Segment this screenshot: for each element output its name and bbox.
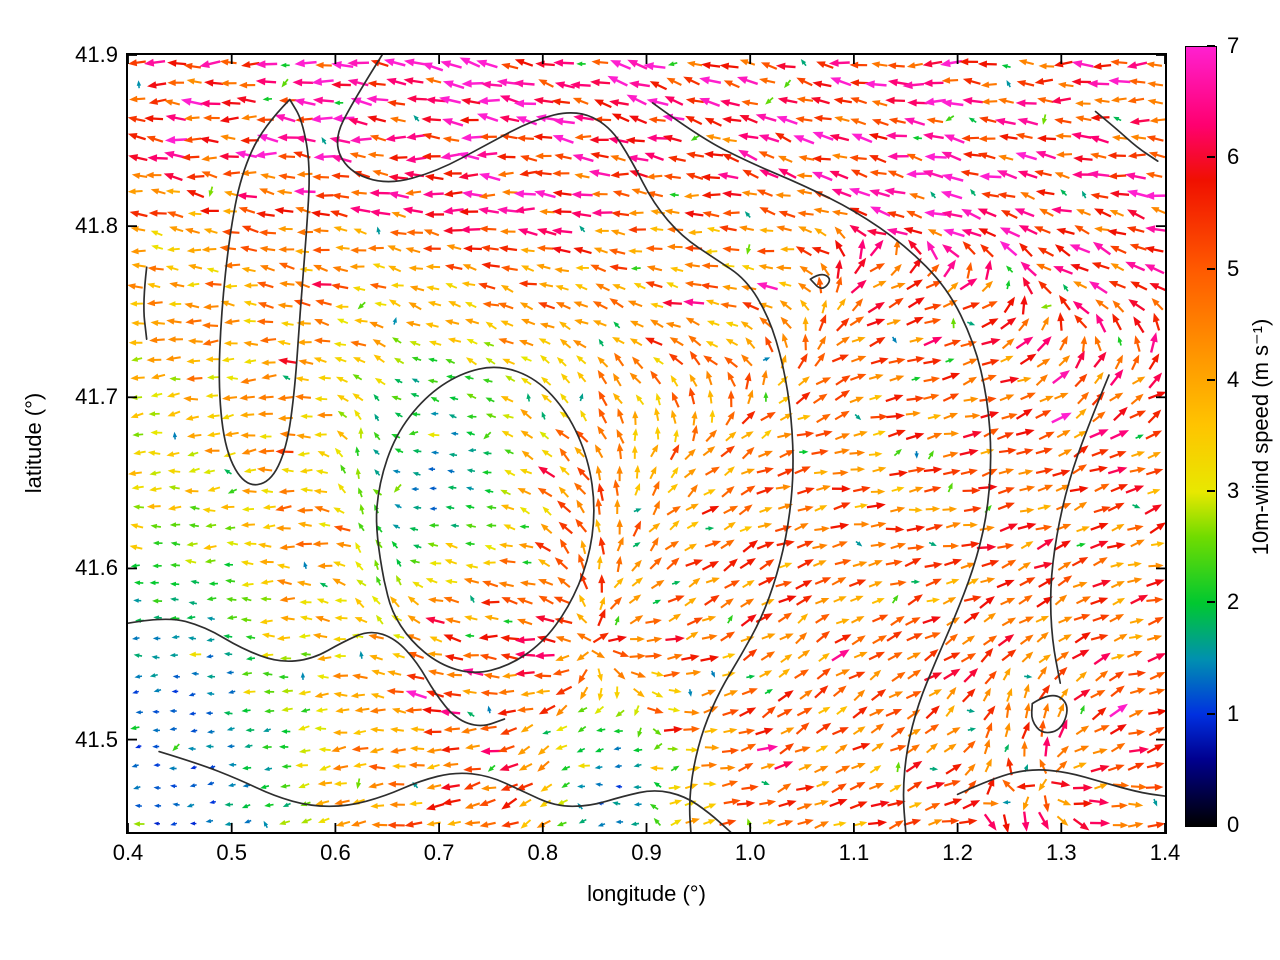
colorbar-gradient xyxy=(1186,47,1216,826)
y-tick-label: 41.8 xyxy=(75,213,118,239)
wind-vector-field-canvas xyxy=(128,55,1165,832)
y-tick-label: 41.7 xyxy=(75,384,118,410)
x-tick-label: 0.4 xyxy=(112,840,144,865)
y-tick-label: 41.5 xyxy=(75,726,118,752)
x-tick-label: 0.7 xyxy=(423,840,455,865)
colorbar-tick-label: 2 xyxy=(1227,589,1240,615)
colorbar-tick-mark xyxy=(1207,824,1215,826)
x-tick-label: 0.6 xyxy=(320,840,351,865)
colorbar-tick-label: 5 xyxy=(1227,255,1240,281)
x-tick-label: 1.0 xyxy=(734,840,766,865)
colorbar-tick-mark xyxy=(1207,378,1215,381)
y-tick-label: 41.6 xyxy=(75,555,118,581)
x-tick-label: 0.5 xyxy=(216,840,247,865)
y-tick-label: 41.9 xyxy=(75,42,118,67)
colorbar-tick-mark xyxy=(1207,156,1215,159)
colorbar-tick-mark xyxy=(1207,601,1215,604)
colorbar-tick-label: 4 xyxy=(1227,366,1240,392)
x-axis-label: longitude (°) xyxy=(587,881,706,906)
colorbar-tick-mark xyxy=(1207,45,1215,47)
colorbar xyxy=(1185,46,1217,827)
x-tick-label: 1.3 xyxy=(1046,840,1077,865)
colorbar-label: 10m-wind speed (m s⁻¹) xyxy=(1248,318,1273,556)
colorbar-tick-label: 1 xyxy=(1227,700,1240,726)
colorbar-tick-mark xyxy=(1207,490,1215,493)
x-tick-label: 0.8 xyxy=(527,840,559,865)
colorbar-tick-label: 3 xyxy=(1227,478,1240,504)
colorbar-tick-label: 6 xyxy=(1227,144,1240,170)
colorbar-tick-mark xyxy=(1207,267,1215,270)
colorbar-tick-label: 7 xyxy=(1227,33,1240,58)
colorbar-tick-mark xyxy=(1207,712,1215,715)
x-tick-label: 1.4 xyxy=(1149,840,1181,865)
x-tick-label: 1.2 xyxy=(942,840,973,865)
colorbar-tick-label: 0 xyxy=(1227,812,1240,837)
x-tick-label: 1.1 xyxy=(838,840,870,865)
plot-area xyxy=(126,53,1167,834)
x-tick-label: 0.9 xyxy=(631,840,662,865)
